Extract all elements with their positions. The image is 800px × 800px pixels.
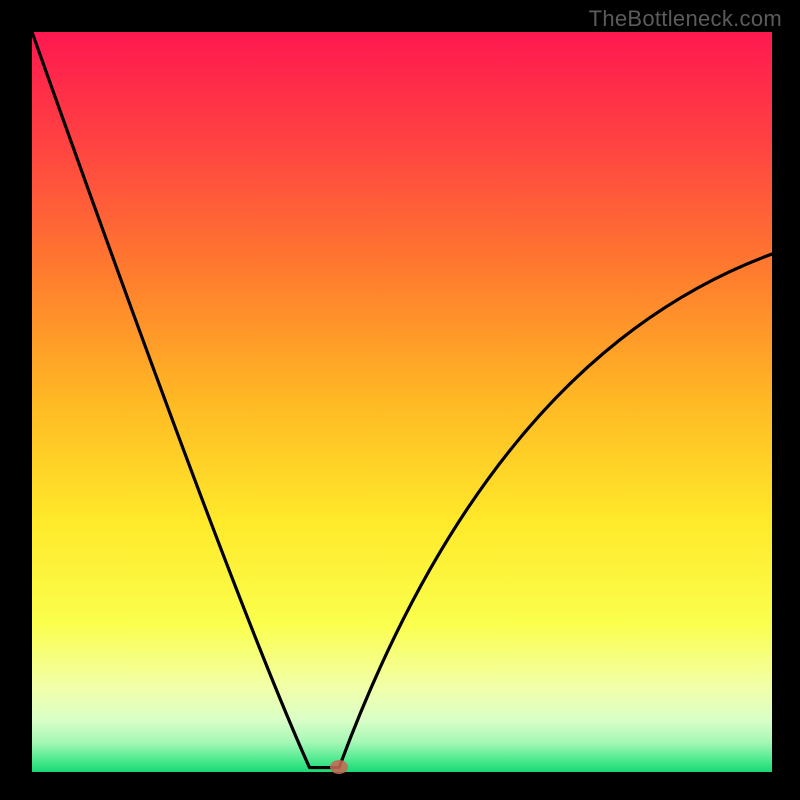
plot-gradient-area: [32, 32, 772, 772]
bottleneck-curve: [32, 32, 772, 772]
ideal-point-marker: [330, 760, 348, 774]
chart-frame: TheBottleneck.com: [0, 0, 800, 800]
watermark-text: TheBottleneck.com: [589, 6, 782, 32]
curve-path: [32, 32, 772, 768]
